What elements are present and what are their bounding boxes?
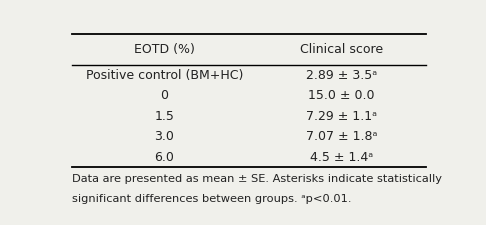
Text: Positive control (BM+HC): Positive control (BM+HC)	[86, 69, 243, 82]
Text: 4.5 ± 1.4ᵃ: 4.5 ± 1.4ᵃ	[310, 151, 373, 164]
Text: Clinical score: Clinical score	[300, 43, 383, 56]
Text: 3.0: 3.0	[155, 130, 174, 143]
Text: 7.29 ± 1.1ᵃ: 7.29 ± 1.1ᵃ	[306, 110, 377, 123]
Text: 7.07 ± 1.8ᵃ: 7.07 ± 1.8ᵃ	[306, 130, 377, 143]
Text: 0: 0	[160, 89, 168, 102]
Text: EOTD (%): EOTD (%)	[134, 43, 195, 56]
Text: 6.0: 6.0	[155, 151, 174, 164]
Text: 1.5: 1.5	[155, 110, 174, 123]
Text: 15.0 ± 0.0: 15.0 ± 0.0	[308, 89, 375, 102]
Text: significant differences between groups. ᵃp<0.01.: significant differences between groups. …	[72, 194, 351, 204]
Text: Data are presented as mean ± SE. Asterisks indicate statistically: Data are presented as mean ± SE. Asteris…	[72, 174, 442, 184]
Text: 2.89 ± 3.5ᵃ: 2.89 ± 3.5ᵃ	[306, 69, 377, 82]
